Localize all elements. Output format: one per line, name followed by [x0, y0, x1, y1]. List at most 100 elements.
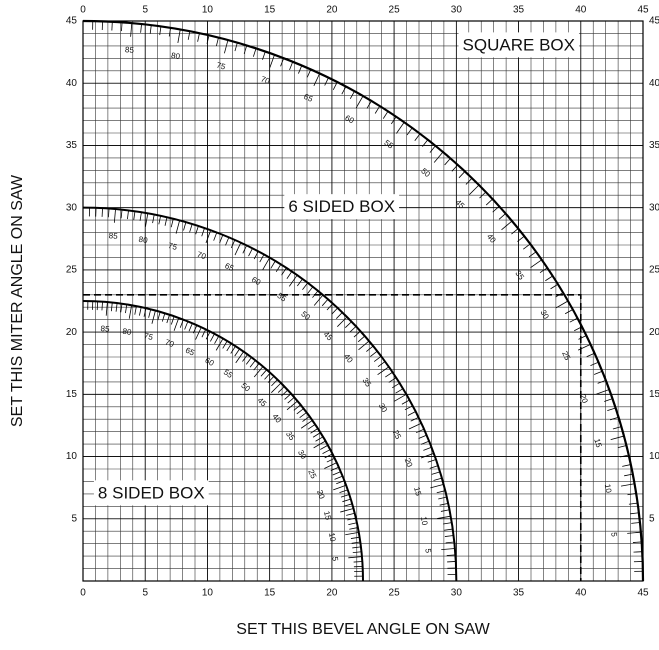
- arc-tick: [206, 230, 211, 243]
- arc-angle-label: 60: [203, 356, 216, 369]
- arc-tick: [235, 43, 237, 51]
- x-tick-label: 20: [326, 588, 338, 599]
- arc-tick: [394, 394, 406, 401]
- arc-tick: [618, 446, 626, 448]
- arc-tick: [353, 552, 362, 553]
- arc-tick: [396, 389, 403, 393]
- arc-tick: [188, 31, 190, 40]
- arc-tick: [314, 295, 323, 305]
- arc-angle-label: 55: [382, 138, 395, 151]
- arc-tick: [596, 389, 609, 394]
- arc-tick: [298, 66, 301, 74]
- arc-tick: [430, 484, 443, 488]
- arc-angle-label: 70: [164, 337, 176, 349]
- x-tick-label-top: 15: [264, 5, 276, 16]
- y-tick-label: 45: [66, 16, 78, 27]
- arc-tick: [167, 315, 170, 323]
- x-tick-label: 0: [80, 588, 86, 599]
- y-tick-label-right: 15: [649, 389, 659, 400]
- arc-angle-label: 65: [302, 92, 314, 104]
- arc-angle-label: 65: [184, 346, 196, 358]
- y-tick-label: 5: [71, 513, 77, 524]
- arc-tick: [622, 465, 631, 467]
- arc-tick: [621, 484, 634, 486]
- arc-tick: [486, 199, 492, 205]
- arc-tick: [352, 542, 361, 543]
- arc-tick: [139, 307, 141, 316]
- arc-tick: [108, 209, 109, 218]
- arc-tick: [430, 146, 435, 153]
- arc-tick: [408, 412, 416, 416]
- arc-tick: [311, 429, 318, 434]
- arc-angle-label: 60: [343, 113, 356, 126]
- arc-tick: [210, 334, 214, 342]
- arc-angle-label: 40: [485, 232, 498, 245]
- arc-tick: [106, 302, 107, 316]
- arc-angle-label: 5: [609, 532, 618, 538]
- arc-tick: [340, 509, 353, 513]
- arc-tick: [332, 308, 338, 314]
- arc-tick: [235, 243, 241, 255]
- arc-tick: [140, 212, 141, 221]
- arc-angle-label: 35: [513, 269, 526, 282]
- arc-angle-label: 15: [412, 486, 423, 497]
- arc-tick: [206, 332, 210, 340]
- arc-tick: [307, 287, 312, 294]
- arc-tick: [624, 474, 633, 476]
- y-tick-label: 30: [66, 202, 78, 213]
- arc-tick: [438, 497, 446, 499]
- arc-angle-label: 5: [330, 556, 339, 562]
- arc-tick: [134, 211, 135, 220]
- arc-tick: [383, 111, 388, 118]
- arc-tick: [421, 453, 434, 458]
- arc-tick: [263, 258, 270, 270]
- arc-tick: [396, 122, 404, 133]
- arc-tick: [407, 128, 412, 135]
- arc-angle-label: 10: [419, 516, 430, 527]
- y-tick-label: 25: [66, 265, 78, 276]
- y-tick-label-right: 35: [649, 140, 659, 151]
- arc-tick: [469, 185, 479, 195]
- arc-tick: [556, 301, 568, 308]
- arc-tick: [250, 360, 255, 367]
- arc-tick: [149, 309, 151, 317]
- arc-angle-label: 15: [322, 510, 333, 521]
- arc-angle-label: 10: [327, 532, 338, 543]
- arc-tick: [249, 248, 253, 256]
- arc-tick: [336, 481, 344, 484]
- arc-tick: [325, 78, 329, 86]
- arc-tick: [345, 322, 351, 328]
- arc-tick: [290, 62, 293, 70]
- arc-tick: [185, 321, 188, 329]
- x-tick-label-top: 0: [80, 5, 86, 16]
- arc-angle-label: 35: [360, 376, 373, 389]
- arc-angle-label: 85: [108, 231, 118, 241]
- arc-angle-label: 80: [138, 235, 149, 246]
- arc-tick: [165, 217, 167, 225]
- arc-tick: [231, 240, 235, 248]
- y-tick-label-right: 45: [649, 16, 659, 27]
- arc-tick: [225, 237, 228, 245]
- arc-tick: [630, 513, 639, 514]
- arc-tick: [214, 232, 217, 240]
- arc-tick: [350, 326, 356, 332]
- arc-angle-label: 30: [377, 402, 390, 415]
- arc-angle-label: 80: [170, 51, 181, 62]
- arc-tick: [176, 220, 180, 233]
- arc-tick: [344, 504, 352, 506]
- arc-tick: [125, 304, 126, 313]
- arc-tick: [499, 214, 506, 220]
- arc-angle-label: 80: [122, 327, 133, 338]
- arc-tick: [308, 424, 315, 429]
- arc-tick: [322, 299, 328, 306]
- x-tick-label: 10: [202, 588, 214, 599]
- arc-tick: [158, 312, 160, 320]
- arc-tick: [441, 548, 455, 549]
- arc-tick: [445, 158, 451, 165]
- y-tick-label-right: 5: [649, 513, 655, 524]
- arc-tick: [444, 529, 453, 530]
- arc-tick: [392, 383, 399, 388]
- arc-tick: [409, 423, 421, 429]
- arc-tick: [590, 362, 598, 365]
- arc-tick: [190, 224, 193, 232]
